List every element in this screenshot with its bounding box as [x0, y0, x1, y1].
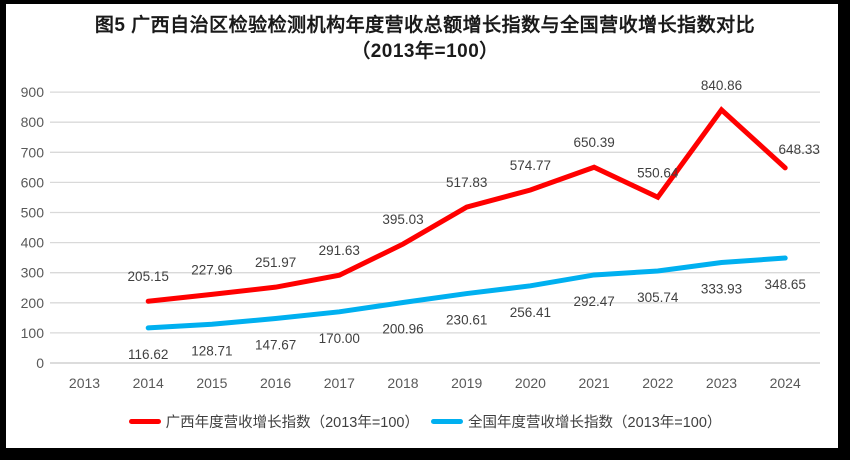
x-axis-label: 2019	[451, 375, 482, 391]
x-axis-label: 2017	[324, 375, 355, 391]
y-axis-tick-label: 400	[21, 235, 45, 251]
data-label-national: 230.61	[446, 313, 487, 328]
frame-border-left	[0, 0, 6, 460]
x-axis-label: 2023	[706, 375, 737, 391]
data-label-national: 170.00	[319, 331, 360, 346]
data-label-guangxi: 291.63	[319, 243, 360, 258]
data-label-national: 348.65	[765, 277, 806, 292]
y-axis-tick-label: 200	[21, 295, 45, 311]
data-label-national: 200.96	[382, 322, 423, 337]
legend: 广西年度营收增长指数（2013年=100） 全国年度营收增长指数（2013年=1…	[0, 411, 850, 432]
data-label-national: 116.62	[128, 347, 168, 362]
x-axis-label: 2015	[196, 375, 227, 391]
x-axis-label: 2013	[69, 375, 100, 391]
data-label-national: 292.47	[573, 294, 614, 309]
y-axis-tick-label: 500	[21, 205, 45, 221]
chart-title: 图5 广西自治区检验检测机构年度营收总额增长指数与全国营收增长指数对比（2013…	[94, 15, 756, 62]
x-axis-label: 2016	[260, 375, 291, 391]
data-label-guangxi: 550.64	[637, 165, 679, 180]
legend-item-guangxi: 广西年度营收增长指数（2013年=100）	[128, 411, 419, 432]
data-label-national: 256.41	[510, 305, 551, 320]
x-axis-label: 2014	[133, 375, 164, 391]
data-label-guangxi: 227.96	[191, 262, 232, 277]
data-label-national: 128.71	[191, 343, 232, 358]
data-label-national: 147.67	[255, 338, 296, 353]
frame-border-bottom	[0, 448, 850, 460]
x-axis-label: 2022	[642, 375, 673, 391]
data-label-guangxi: 517.83	[446, 175, 487, 190]
data-label-guangxi: 395.03	[382, 212, 423, 227]
series-line-national	[145, 255, 788, 331]
data-label-national: 305.74	[637, 290, 679, 305]
y-axis-tick-label: 100	[21, 325, 45, 341]
legend-line-swatch-red	[128, 419, 161, 424]
legend-label-national: 全国年度营收增长指数（2013年=100）	[468, 415, 722, 431]
legend-line-swatch-blue	[431, 419, 463, 424]
series-line-guangxi	[145, 106, 788, 304]
data-label-guangxi: 574.77	[510, 158, 551, 173]
x-axis-label: 2021	[579, 375, 610, 391]
legend-item-national: 全国年度营收增长指数（2013年=100）	[431, 411, 721, 432]
frame-border-top	[0, 0, 850, 4]
y-axis-tick-label: 300	[21, 265, 45, 281]
frame-border-right	[838, 0, 850, 460]
data-label-guangxi: 251.97	[255, 255, 296, 270]
y-axis-tick-label: 900	[21, 84, 45, 100]
x-axis-label: 2020	[515, 375, 546, 391]
x-axis-label: 2018	[387, 375, 418, 391]
data-label-guangxi: 648.33	[779, 142, 820, 157]
data-label-guangxi: 840.86	[701, 78, 742, 93]
data-label-national: 333.93	[701, 281, 742, 296]
y-axis-tick-label: 700	[21, 144, 45, 160]
y-axis-tick-label: 600	[21, 174, 45, 190]
x-axis-label: 2024	[770, 375, 801, 391]
data-label-guangxi: 205.15	[128, 269, 169, 284]
y-axis-tick-label: 800	[21, 114, 45, 130]
data-label-guangxi: 650.39	[573, 135, 614, 150]
y-axis-tick-label: 0	[36, 355, 44, 371]
legend-label-guangxi: 广西年度营收增长指数（2013年=100）	[165, 415, 419, 431]
